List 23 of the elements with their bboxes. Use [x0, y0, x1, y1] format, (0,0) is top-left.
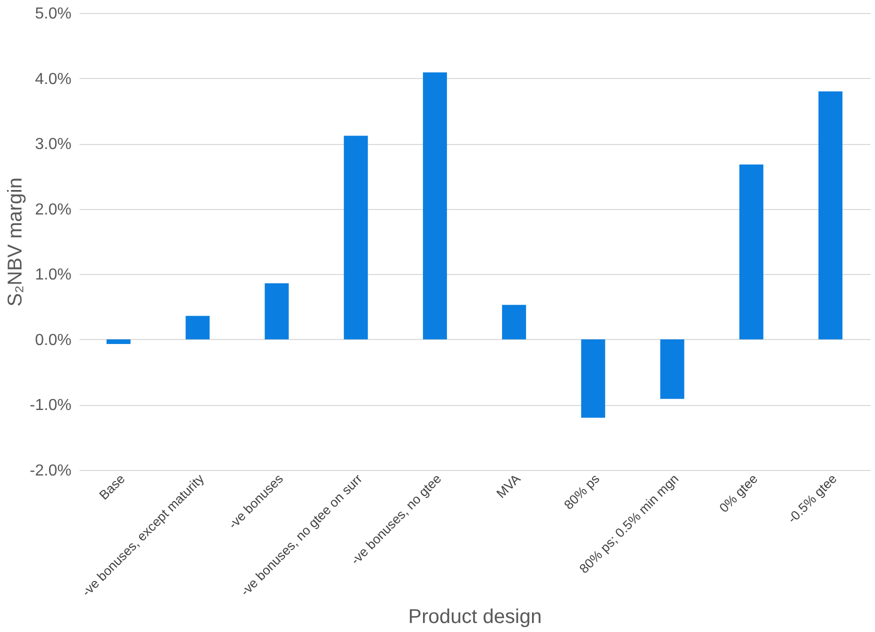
bar: [106, 339, 131, 344]
y-tick-label: -1.0%: [30, 397, 72, 414]
y-tick-label: 5.0%: [35, 6, 72, 22]
bar: [422, 72, 447, 340]
bar: [818, 91, 842, 340]
bar: [502, 304, 526, 340]
y-tick-label: 1.0%: [35, 266, 72, 284]
x-tick-label: 0% gtee: [716, 471, 761, 516]
y-axis-title: S₂NBV margin: [4, 178, 27, 306]
y-tick-label: 3.0%: [35, 136, 72, 154]
x-tick-label: MVA: [493, 470, 524, 501]
bar: [581, 339, 606, 418]
bar: [739, 164, 764, 340]
bar: [660, 339, 684, 399]
bar: [186, 316, 210, 340]
x-tick-label: 80% ps: [561, 470, 603, 512]
bar: [344, 136, 368, 340]
y-tick-label: 4.0%: [35, 70, 72, 88]
y-tick-label: -2.0%: [30, 462, 72, 480]
y-tick-label: 2.0%: [35, 201, 72, 218]
bar: [264, 283, 289, 340]
x-axis-title: Product design: [408, 606, 542, 628]
y-tick-label: 0.0%: [35, 332, 72, 349]
